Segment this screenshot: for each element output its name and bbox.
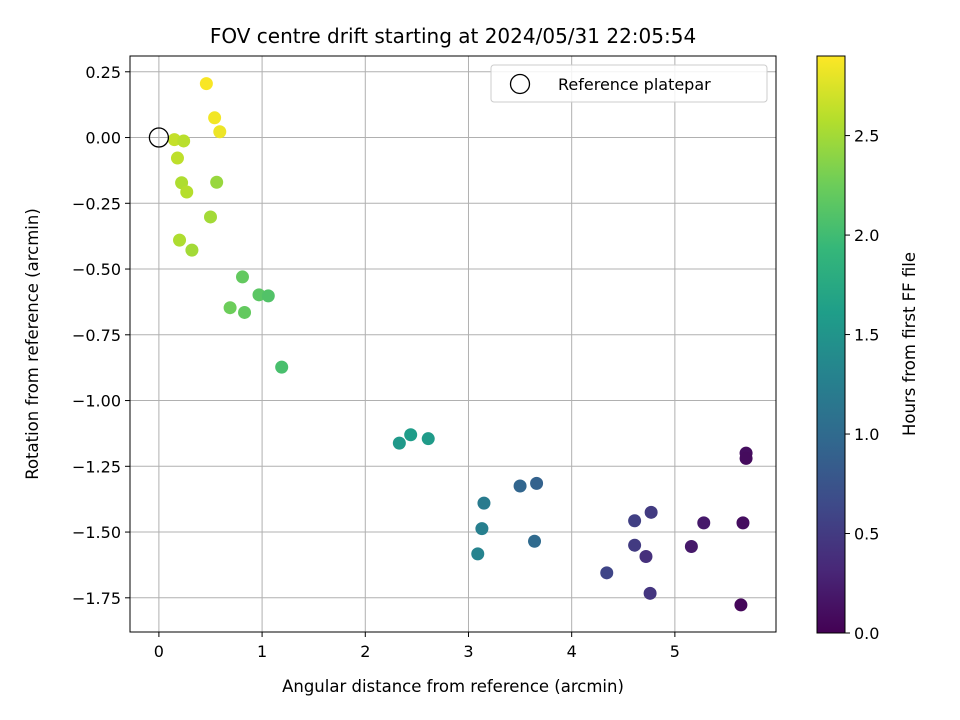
scatter-point <box>421 432 435 446</box>
x-tick-label: 4 <box>567 642 577 661</box>
y-tick-label: −1.75 <box>72 589 121 608</box>
colorbar-tick-label: 2.5 <box>854 127 879 146</box>
scatter-point <box>697 516 711 530</box>
y-tick-label: −1.00 <box>72 392 121 411</box>
colorbar-tick-label: 0.0 <box>854 624 879 643</box>
x-tick-label: 5 <box>670 642 680 661</box>
scatter-point <box>739 451 753 465</box>
colorbar-gradient <box>817 56 845 633</box>
colorbar-tick-label: 2.0 <box>854 226 879 245</box>
colorbar-tick-label: 1.0 <box>854 425 879 444</box>
scatter-point <box>180 185 194 199</box>
scatter-point <box>213 125 227 139</box>
colorbar-frame <box>816 55 846 634</box>
scatter-point <box>643 586 657 600</box>
y-tick-label: 0.00 <box>85 129 121 148</box>
scatter-point <box>477 496 491 510</box>
x-axis-label: Angular distance from reference (arcmin) <box>282 677 624 696</box>
scatter-point <box>203 210 217 224</box>
scatter-point <box>639 550 653 564</box>
scatter-point <box>208 111 222 125</box>
y-axis-ticks: 0.25 0.00 −0.25 −0.50 −0.75 −1.00 −1.25 −1.50 −1… <box>72 63 130 608</box>
scatter-point <box>177 134 191 148</box>
legend: Reference platepar <box>490 64 768 103</box>
grid <box>130 56 776 632</box>
scatter-point <box>736 516 750 530</box>
x-tick-label: 2 <box>360 642 370 661</box>
scatter-point <box>530 476 544 490</box>
scatter-point <box>628 514 642 528</box>
scatter-point <box>392 436 406 450</box>
scatter-point <box>235 270 249 284</box>
scatter-point <box>734 598 748 612</box>
x-tick-label: 1 <box>257 642 267 661</box>
plot-area: 0 1 2 3 4 5 0.25 0.00 −0.25 −0.50 −0.75 −1.00 −1.25… <box>72 55 777 661</box>
y-tick-label: −1.50 <box>72 523 121 542</box>
scatter-point <box>223 301 237 315</box>
legend-reference-marker <box>509 73 531 95</box>
scatter-point <box>261 289 275 303</box>
scatter-point <box>528 534 542 548</box>
scatter-point <box>628 538 642 552</box>
y-tick-label: −0.75 <box>72 326 121 345</box>
x-tick-label: 0 <box>154 642 164 661</box>
y-tick-label: −0.50 <box>72 260 121 279</box>
colorbar-ticks: 0.0 0.5 1.0 1.5 2.0 2.5 <box>845 127 879 643</box>
y-axis-label: Rotation from reference (arcmin) <box>23 208 42 480</box>
scatter-point <box>471 547 485 561</box>
colorbar-label: Hours from first FF file <box>900 252 919 436</box>
reference-marker <box>148 127 170 148</box>
colorbar-tick-label: 1.5 <box>854 326 879 345</box>
reference-platepar-marker <box>148 127 170 148</box>
x-axis-ticks: 0 1 2 3 4 5 <box>154 632 680 661</box>
plot-frame <box>129 55 777 633</box>
scatter-point <box>513 479 527 493</box>
scatter-point <box>185 243 199 257</box>
scatter-point <box>199 77 213 91</box>
scatter-point <box>275 360 289 374</box>
y-tick-label: 0.25 <box>85 63 121 82</box>
scatter-point <box>600 566 614 580</box>
scatter-point <box>173 233 187 247</box>
scatter-point <box>404 428 418 442</box>
colorbar-tick-label: 0.5 <box>854 525 879 544</box>
chart-title: FOV centre drift starting at 2024/05/31 … <box>210 24 696 48</box>
legend-label-reference-platepar: Reference platepar <box>558 75 711 94</box>
scatter-points <box>167 77 753 612</box>
colorbar: 0.0 0.5 1.0 1.5 2.0 2.5 Hours from first FF f… <box>816 55 919 643</box>
scatter-point <box>210 175 224 189</box>
y-tick-label: −0.25 <box>72 194 121 213</box>
y-tick-label: −1.25 <box>72 457 121 476</box>
legend-box <box>490 64 768 103</box>
scatter-point <box>475 522 489 536</box>
scatter-point <box>170 151 184 165</box>
scatter-point <box>684 540 698 554</box>
scatter-point <box>238 305 252 319</box>
scatter-point <box>644 505 658 519</box>
x-tick-label: 3 <box>463 642 473 661</box>
